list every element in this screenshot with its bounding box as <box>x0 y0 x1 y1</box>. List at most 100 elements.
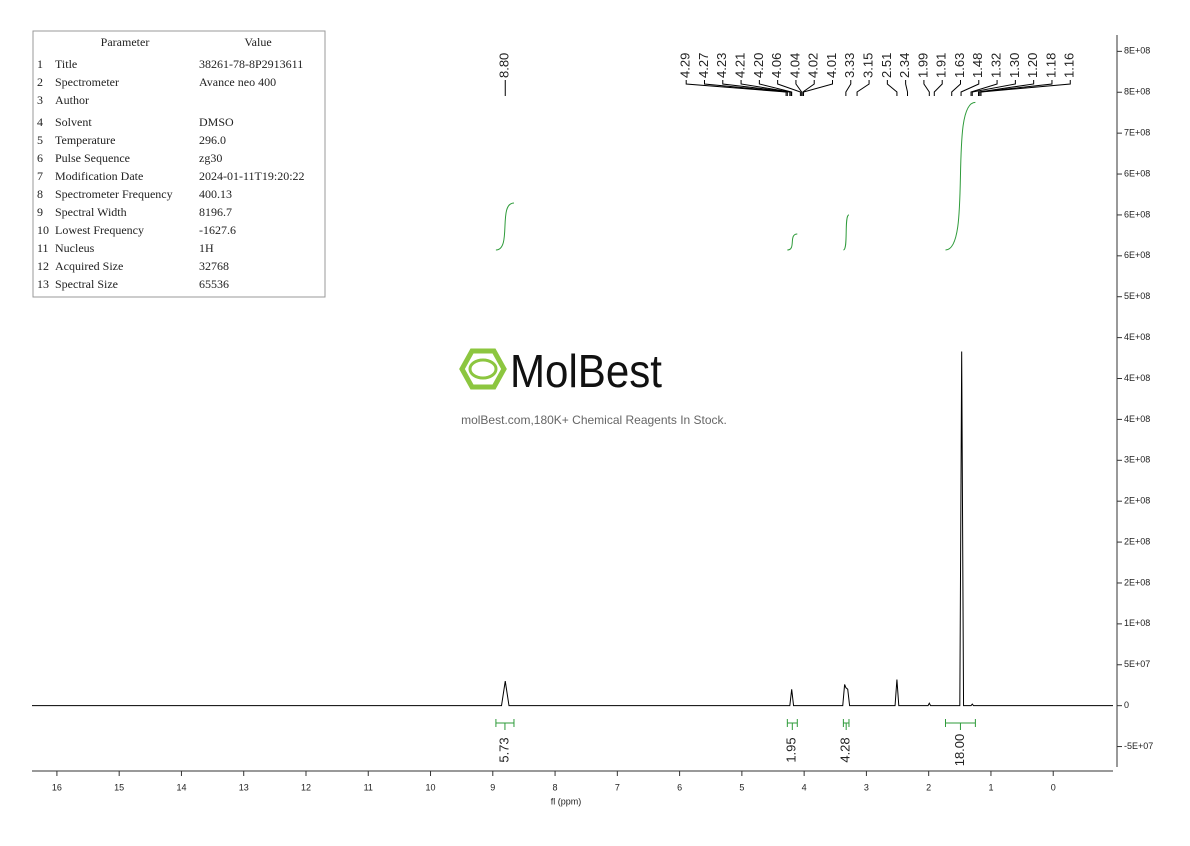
table-cell: 7 <box>37 169 43 183</box>
x-tick-label: 6 <box>677 782 682 792</box>
table-cell: 12 <box>37 259 49 273</box>
peak-label: 2.34 <box>897 53 912 78</box>
y-tick-label: 8E+08 <box>1124 87 1150 97</box>
peak-leader <box>803 80 833 96</box>
peak-leader <box>971 80 1016 96</box>
integral-curve <box>945 101 976 251</box>
peak-leader <box>703 80 788 96</box>
peak-label: 1.48 <box>970 53 985 78</box>
table-cell: Solvent <box>55 115 92 129</box>
peak-leader <box>722 80 791 96</box>
table-cell: 38261-78-8P2913611 <box>199 57 303 71</box>
peak-label: 1.20 <box>1025 53 1040 78</box>
logo-ring <box>468 358 498 380</box>
peak-leader <box>923 80 930 96</box>
peak-leader <box>905 80 909 96</box>
peak-leader <box>951 80 961 96</box>
integral-label: 4.28 <box>838 737 853 762</box>
peak-label: 1.63 <box>952 53 967 78</box>
peak-leader <box>970 80 998 96</box>
table-cell: Spectral Size <box>55 277 118 291</box>
watermark: MolBest molBest.com,180K+ Chemical Reage… <box>459 345 727 427</box>
x-tick-label: 15 <box>114 782 124 792</box>
table-cell: -1627.6 <box>199 223 236 237</box>
y-tick-label: -5E+07 <box>1124 741 1153 751</box>
peak-label: 1.99 <box>915 53 930 78</box>
y-tick-label: 2E+08 <box>1124 577 1150 587</box>
peak-leader <box>979 80 1053 96</box>
y-tick-label: 2E+08 <box>1124 536 1150 546</box>
x-tick-label: 12 <box>301 782 311 792</box>
table-header: Parameter <box>101 35 150 49</box>
y-tick-label: 5E+07 <box>1124 659 1150 669</box>
integral-bracket <box>495 719 515 730</box>
peak-leader <box>740 80 792 96</box>
spectrum-line <box>32 351 1113 707</box>
x-tick-label: 2 <box>926 782 931 792</box>
table-cell: Spectrometer <box>55 75 119 89</box>
table-cell: 6 <box>37 151 43 165</box>
y-tick-label: 4E+08 <box>1124 414 1150 424</box>
peak-label: 8.80 <box>497 53 512 78</box>
x-tick-label: 3 <box>864 782 869 792</box>
table-cell: Lowest Frequency <box>55 223 144 237</box>
integral-label: 5.73 <box>496 737 511 762</box>
peak-label: 4.02 <box>806 53 821 78</box>
integral-label: 1.95 <box>784 737 799 762</box>
table-cell: 10 <box>37 223 49 237</box>
table-cell: Temperature <box>55 133 115 147</box>
table-cell: 65536 <box>199 277 229 291</box>
y-tick-label: 7E+08 <box>1124 128 1150 138</box>
table-cell: 8196.7 <box>199 205 232 219</box>
table-cell: Author <box>55 93 89 107</box>
peak-leader <box>777 80 801 96</box>
peak-label: 1.18 <box>1043 53 1058 78</box>
peak-leader <box>758 80 793 96</box>
x-tick-label: 11 <box>364 782 373 792</box>
x-tick-label: 13 <box>239 782 249 792</box>
table-cell: 5 <box>37 133 43 147</box>
x-tick-label: 16 <box>52 782 62 792</box>
table-cell: 2 <box>37 75 43 89</box>
integral-label: 18.00 <box>952 734 967 767</box>
table-cell: 13 <box>37 277 49 291</box>
table-cell: Avance neo 400 <box>199 75 276 89</box>
table-cell: Acquired Size <box>55 259 123 273</box>
peak-label: 1.30 <box>1007 53 1022 78</box>
integral-curve <box>495 202 515 251</box>
table-cell: Title <box>55 57 77 71</box>
integral-bracket <box>786 719 798 730</box>
y-tick-label: 3E+08 <box>1124 455 1150 465</box>
table-cell: 4 <box>37 115 43 129</box>
peak-label: 2.51 <box>879 53 894 78</box>
peak-leader <box>960 80 980 96</box>
table-cell: 3 <box>37 93 43 107</box>
table-cell: 400.13 <box>199 187 232 201</box>
peak-leader <box>977 80 1035 96</box>
y-tick-label: 2E+08 <box>1124 496 1150 506</box>
integral-curve <box>787 233 798 251</box>
peak-label: 4.04 <box>787 53 802 78</box>
table-cell: zg30 <box>199 151 222 165</box>
peak-leader <box>886 80 898 96</box>
peak-leader <box>856 80 870 96</box>
table-cell: Nucleus <box>55 241 95 255</box>
peak-leader <box>933 80 943 96</box>
peak-leader <box>845 80 852 96</box>
peak-leader <box>802 80 815 96</box>
peak-label: 1.16 <box>1062 53 1077 78</box>
logo-hexagon <box>459 348 507 390</box>
table-cell: 296.0 <box>199 133 226 147</box>
table-cell: 1H <box>199 241 214 255</box>
x-tick-label: 7 <box>615 782 620 792</box>
brand: MolBest <box>510 345 662 397</box>
y-tick-label: 8E+08 <box>1124 46 1150 56</box>
x-axis-label: fl (ppm) <box>551 796 582 806</box>
x-tick-label: 10 <box>426 782 436 792</box>
integral-bracket <box>944 719 976 730</box>
table-cell: Spectrometer Frequency <box>55 187 173 201</box>
table-cell: Spectral Width <box>55 205 127 219</box>
table-cell: 1 <box>37 57 43 71</box>
peak-label: 4.29 <box>678 53 693 78</box>
